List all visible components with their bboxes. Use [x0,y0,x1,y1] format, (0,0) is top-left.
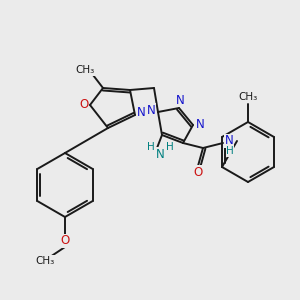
Text: N: N [196,118,204,131]
Text: CH₃: CH₃ [35,256,55,266]
Text: H: H [166,142,174,152]
Text: O: O [194,166,202,178]
Text: H: H [147,142,155,152]
Text: O: O [60,235,70,248]
Text: N: N [225,134,233,148]
Text: O: O [80,98,88,112]
Text: CH₃: CH₃ [238,92,258,102]
Text: CH₃: CH₃ [75,65,94,75]
Text: N: N [136,106,146,119]
Text: N: N [156,148,164,160]
Text: H: H [226,146,234,156]
Text: N: N [147,103,155,116]
Text: N: N [176,94,184,106]
